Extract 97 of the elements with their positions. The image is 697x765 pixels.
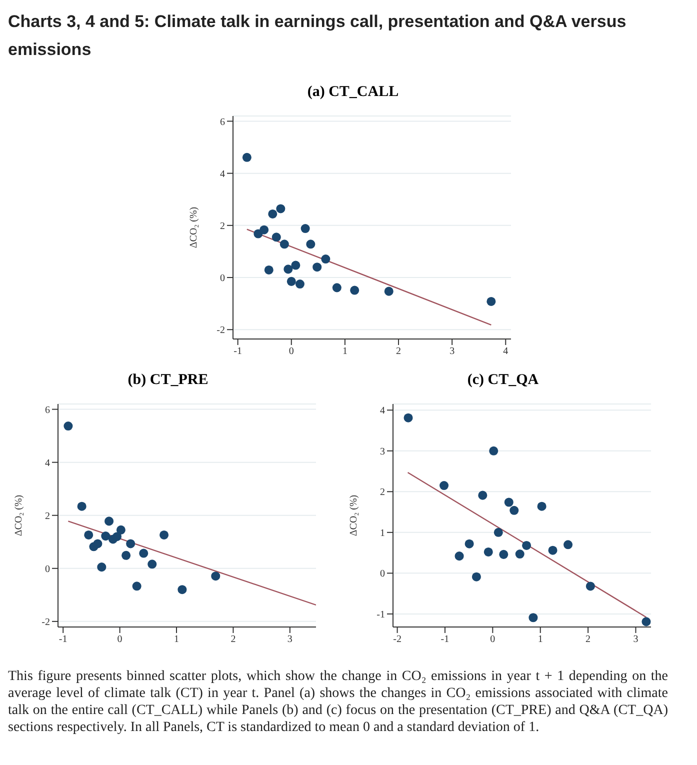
x-tick-label: 0 [288, 346, 294, 358]
x-tick-label: 2 [396, 346, 402, 358]
point [464, 539, 474, 548]
x-tick-label: 0 [117, 634, 122, 646]
text: Charts 3, 4 and 5: Climate talk in earnings call, presentation and Q&A versus emissions [8, 11, 628, 61]
point [404, 413, 413, 422]
point [93, 539, 102, 548]
point [276, 204, 286, 214]
x-tick-label: 3 [633, 634, 638, 646]
point [484, 547, 493, 556]
point [104, 516, 114, 526]
point [499, 550, 508, 559]
point [178, 585, 187, 594]
x-tick-label: 1 [174, 634, 180, 646]
y-axis-title: ΔCO₂ (%) [188, 206, 200, 248]
point [548, 546, 558, 555]
point [489, 446, 498, 456]
point [510, 506, 519, 515]
point [440, 481, 449, 490]
x-tick-label: -1 [58, 634, 68, 646]
point [486, 296, 496, 306]
point [286, 276, 296, 286]
point [504, 498, 514, 507]
point [350, 286, 360, 295]
y-tick-label: -1 [376, 610, 385, 621]
x-tick-label: 4 [503, 346, 508, 358]
point [139, 548, 148, 558]
chart-title: (a) CT_CALL [306, 84, 400, 102]
point [242, 152, 252, 162]
point [515, 550, 524, 559]
y-tick-label: 3 [380, 446, 385, 458]
point [384, 286, 394, 296]
point [126, 539, 136, 548]
point [295, 280, 304, 289]
point [112, 532, 122, 542]
point [528, 613, 538, 622]
point [272, 232, 281, 242]
point [132, 582, 142, 591]
point [321, 254, 330, 264]
x-tick-label: 1 [342, 346, 348, 358]
point [211, 572, 220, 581]
point [642, 617, 651, 626]
point [116, 525, 126, 534]
y-tick-label: -2 [42, 616, 50, 628]
x-tick-label: 3 [450, 346, 455, 358]
point [148, 560, 157, 569]
y-tick-label: -2 [216, 325, 225, 336]
y-tick-label: 6 [45, 404, 50, 416]
chart-title: (c) CT_QA [466, 372, 540, 390]
y-tick-label: 4 [45, 458, 50, 469]
x-tick-label: -1 [234, 346, 242, 358]
x-tick-label: 1 [538, 634, 543, 646]
x-tick-label: 3 [287, 634, 292, 646]
y-tick-label: 6 [220, 116, 225, 128]
point [284, 264, 293, 274]
point [291, 260, 300, 270]
x-tick-label: 0 [490, 634, 496, 646]
y-tick-label: 0 [45, 564, 50, 575]
x-tick-label: -2 [393, 634, 402, 646]
point [478, 490, 488, 500]
x-tick-label: 2 [586, 634, 591, 646]
point [101, 532, 110, 541]
point [268, 209, 278, 218]
x-tick-label: 2 [230, 634, 236, 646]
y-tick-label: 0 [380, 568, 385, 580]
point [264, 265, 274, 274]
chart-title: (b) CT_PRE [126, 372, 210, 390]
point [537, 502, 546, 511]
point [160, 530, 169, 540]
point [564, 540, 573, 550]
point [472, 572, 481, 582]
point [306, 240, 316, 249]
y-axis-title: ΔCO₂ (%) [348, 494, 360, 536]
y-tick-label: 2 [380, 487, 385, 498]
point [84, 530, 94, 540]
y-tick-label: 2 [220, 220, 225, 232]
x-tick-label: -1 [440, 634, 450, 646]
point [522, 540, 532, 550]
point [122, 550, 131, 560]
y-tick-label: 1 [380, 528, 385, 539]
point [64, 422, 73, 431]
point [97, 562, 106, 572]
point [300, 224, 310, 234]
point [77, 502, 86, 511]
y-tick-label: 0 [220, 273, 225, 284]
point [280, 240, 289, 249]
point [332, 283, 342, 292]
text: This figure presents binned scatter plots, which show the change in CO₂ emissions in year t + 1 depending on the average level of climate talk (CT) in year t. Panel (a) shows the changes in CO₂ emissions associated with climate talk on the entire call (CT_CALL) while Panels (b) and (c) focus on the presentation (CT_PRE) and Q&A (CT_QA) sections respectively. In all Panels, CT is standardized to mean 0 and a standard deviation of 1. [8, 668, 668, 736]
y-tick-label: 4 [380, 406, 385, 417]
point [454, 552, 464, 561]
point [586, 582, 595, 591]
point [312, 262, 322, 272]
point [260, 225, 269, 234]
y-tick-label: 2 [45, 510, 50, 522]
y-tick-label: 4 [220, 168, 225, 180]
point [494, 528, 503, 537]
y-axis-title: ΔCO₂ (%) [14, 494, 25, 536]
